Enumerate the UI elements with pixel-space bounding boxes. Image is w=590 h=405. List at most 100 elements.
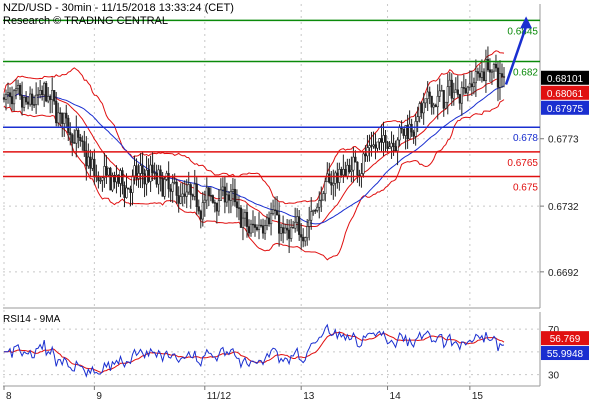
candle-body xyxy=(280,227,283,234)
candle-body xyxy=(298,216,301,235)
candle-body xyxy=(31,93,34,105)
candle-body xyxy=(245,211,249,227)
candle-body xyxy=(302,236,305,242)
candle-body xyxy=(71,134,74,143)
candle-body xyxy=(352,156,355,171)
candle-body xyxy=(203,199,206,203)
candle-body xyxy=(155,173,158,185)
price-badge xyxy=(541,70,589,85)
price-badge xyxy=(541,100,589,115)
candle-body xyxy=(370,145,373,147)
candle-body xyxy=(374,144,377,149)
candle-body xyxy=(402,128,405,136)
candle-body xyxy=(286,227,289,231)
candle-body xyxy=(141,165,144,175)
candle-body xyxy=(296,216,299,223)
candle-body xyxy=(153,172,156,174)
candle-body xyxy=(342,169,345,176)
candle-body xyxy=(77,129,80,138)
candle-body xyxy=(384,135,387,143)
candle-body xyxy=(65,112,68,119)
candle-body xyxy=(67,117,70,133)
rsi-value-label: 56.769 xyxy=(550,334,581,345)
candle-body xyxy=(458,94,461,104)
candle-body xyxy=(63,112,66,124)
candle-body xyxy=(253,224,257,228)
candle-body xyxy=(414,121,417,137)
candle-body xyxy=(217,200,220,212)
rsi-value-badge xyxy=(541,331,589,346)
price-tick-label: 0.6773 xyxy=(548,135,579,146)
candle-body xyxy=(488,69,492,73)
candle-body xyxy=(406,125,409,140)
candle-body xyxy=(332,183,335,186)
candle-body xyxy=(346,164,349,177)
candle-body xyxy=(484,59,488,81)
candle-body xyxy=(428,91,431,97)
x-tick-label: 15 xyxy=(472,391,484,400)
candle-body xyxy=(113,175,116,183)
rsi-line xyxy=(4,323,505,378)
candle-body xyxy=(267,217,271,225)
candle-body xyxy=(85,150,88,167)
candle-body xyxy=(167,173,170,190)
candle-body xyxy=(191,194,194,197)
rsi-value-label: 55.9948 xyxy=(547,349,584,360)
candle-body xyxy=(386,141,389,149)
candle-body xyxy=(304,237,307,242)
candle-body xyxy=(199,210,202,220)
rsi-tick-label: 30 xyxy=(548,371,560,382)
candle-body xyxy=(502,76,506,78)
candle-body xyxy=(392,142,395,147)
candle-body xyxy=(117,174,120,184)
candle-body xyxy=(99,180,102,182)
candle-body xyxy=(450,79,453,99)
price-badge xyxy=(541,85,589,100)
candle-body xyxy=(115,174,118,183)
candle-body xyxy=(45,82,48,102)
candle-body xyxy=(308,219,311,227)
candle-body xyxy=(320,199,323,202)
x-tick-label: 14 xyxy=(390,391,402,400)
candle-body xyxy=(6,92,10,95)
candle-body xyxy=(163,179,166,197)
candle-body xyxy=(382,135,385,143)
candle-body xyxy=(422,102,425,114)
candle-body xyxy=(486,59,490,71)
candle-body xyxy=(8,92,12,97)
candle-body xyxy=(177,195,180,204)
candle-body xyxy=(324,181,327,194)
candle-body xyxy=(312,210,315,212)
candle-body xyxy=(418,103,421,118)
candle-body xyxy=(227,194,231,201)
candle-body xyxy=(2,97,6,100)
candle-body xyxy=(368,145,371,148)
candle-body xyxy=(255,227,259,230)
candle-body xyxy=(482,71,486,81)
candle-body xyxy=(412,131,415,137)
candle-body xyxy=(408,123,411,140)
candle-body xyxy=(334,172,337,184)
candle-body xyxy=(396,139,399,152)
candle-body xyxy=(229,191,233,201)
candle-body xyxy=(129,188,132,193)
candle-body xyxy=(123,185,126,198)
candle-body xyxy=(330,182,333,186)
candle-body xyxy=(438,90,441,97)
x-axis: 8 9 11/12 13 14 15 xyxy=(3,386,484,402)
candle-body xyxy=(498,73,502,88)
candle-body xyxy=(149,164,152,182)
level-label: 0.678 xyxy=(513,133,538,144)
candle-body xyxy=(259,224,263,227)
candle-body xyxy=(125,187,128,198)
candle-body xyxy=(376,141,379,149)
candle-body xyxy=(434,104,437,108)
candle-body xyxy=(219,189,222,201)
candle-body xyxy=(143,173,146,185)
candle-body xyxy=(79,137,82,142)
candle-body xyxy=(20,95,24,108)
candle-body xyxy=(261,225,265,234)
candle-body xyxy=(380,138,383,143)
candle-body xyxy=(197,206,200,212)
